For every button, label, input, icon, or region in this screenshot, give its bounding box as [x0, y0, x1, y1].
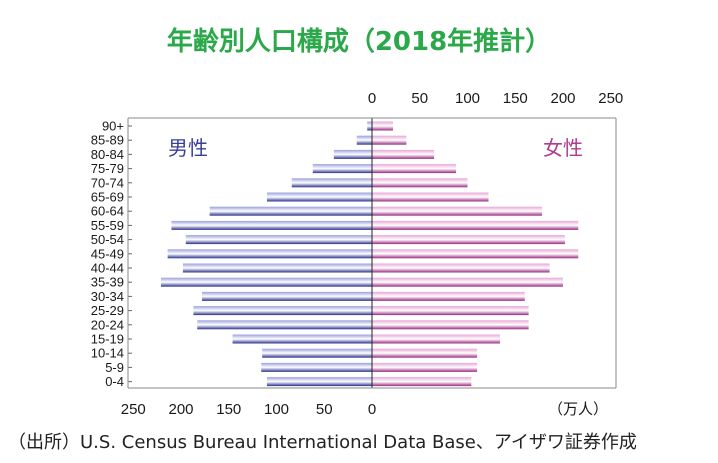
male-label: 男性 — [168, 136, 208, 160]
age-label-45-49: 45-49 — [91, 246, 124, 261]
female-tick-50: 50 — [411, 90, 428, 107]
female-tick-100: 100 — [455, 90, 480, 107]
age-label-75-79: 75-79 — [91, 161, 124, 176]
chart-title: 年齢別人口構成（2018年推計） — [167, 26, 551, 57]
male-tick-150: 150 — [216, 401, 241, 418]
age-label-55-59: 55-59 — [91, 218, 124, 233]
age-group-labels: 0-45-910-1415-1920-2425-2930-3435-3940-4… — [91, 119, 132, 389]
male-bar-70-74 — [291, 178, 372, 188]
pyramid-bars — [160, 118, 579, 388]
male-tick-50: 50 — [316, 401, 333, 418]
male-tick-0: 0 — [368, 401, 376, 418]
female-bar-5-9 — [372, 362, 478, 372]
female-bar-65-69 — [372, 192, 489, 202]
female-tick-250: 250 — [598, 90, 623, 107]
female-axis-ticks: 0 50 100 150 200 250 — [368, 90, 623, 107]
female-bar-0-4 — [372, 377, 472, 387]
male-bar-65-69 — [266, 192, 372, 202]
female-bar-40-44 — [372, 263, 550, 273]
male-bar-40-44 — [182, 263, 372, 273]
female-bar-50-54 — [372, 235, 565, 245]
age-label-90+: 90+ — [102, 119, 124, 134]
male-bar-20-24 — [197, 320, 372, 330]
male-bar-55-59 — [171, 220, 372, 230]
female-bar-30-34 — [372, 291, 525, 301]
male-bar-45-49 — [167, 249, 372, 259]
male-bar-80-84 — [333, 149, 372, 159]
male-bar-90+ — [367, 121, 372, 131]
female-bar-90+ — [372, 121, 394, 131]
age-label-10-14: 10-14 — [91, 346, 124, 361]
male-bar-75-79 — [312, 164, 372, 174]
age-label-40-44: 40-44 — [91, 261, 124, 276]
age-label-0-4: 0-4 — [105, 374, 124, 389]
unit-label: （万人） — [548, 401, 608, 418]
female-bar-15-19 — [372, 334, 500, 344]
female-bar-60-64 — [372, 206, 542, 216]
male-bar-30-34 — [202, 291, 372, 301]
male-bar-85-89 — [356, 135, 372, 145]
male-axis-ticks: 250 200 150 100 50 0 — [121, 401, 376, 418]
age-label-30-34: 30-34 — [91, 289, 124, 304]
age-label-85-89: 85-89 — [91, 133, 124, 148]
age-label-80-84: 80-84 — [91, 147, 124, 162]
female-tick-200: 200 — [550, 90, 575, 107]
age-label-60-64: 60-64 — [91, 204, 124, 219]
male-bar-35-39 — [160, 277, 372, 287]
female-bar-35-39 — [372, 277, 563, 287]
female-bar-75-79 — [372, 164, 457, 174]
female-bar-70-74 — [372, 178, 468, 188]
female-label: 女性 — [543, 136, 583, 160]
male-bar-25-29 — [193, 306, 372, 316]
age-label-5-9: 5-9 — [105, 360, 124, 375]
age-label-35-39: 35-39 — [91, 275, 124, 290]
female-tick-150: 150 — [503, 90, 528, 107]
female-bar-45-49 — [372, 249, 579, 259]
female-tick-0: 0 — [368, 90, 376, 107]
male-bar-60-64 — [209, 206, 372, 216]
age-label-15-19: 15-19 — [91, 332, 124, 347]
age-label-70-74: 70-74 — [91, 175, 124, 190]
age-label-25-29: 25-29 — [91, 303, 124, 318]
female-bar-85-89 — [372, 135, 407, 145]
age-label-50-54: 50-54 — [91, 232, 124, 247]
male-bar-15-19 — [232, 334, 372, 344]
age-label-65-69: 65-69 — [91, 190, 124, 205]
male-tick-250: 250 — [121, 401, 146, 418]
male-tick-200: 200 — [168, 401, 193, 418]
male-bar-50-54 — [185, 235, 372, 245]
male-tick-100: 100 — [264, 401, 289, 418]
male-bar-0-4 — [266, 377, 372, 387]
female-bar-25-29 — [372, 306, 529, 316]
female-bar-55-59 — [372, 220, 579, 230]
female-bar-10-14 — [372, 348, 478, 358]
age-label-20-24: 20-24 — [91, 317, 124, 332]
source-note: （出所）U.S. Census Bureau International Dat… — [8, 432, 637, 453]
female-bar-80-84 — [372, 149, 435, 159]
female-bar-20-24 — [372, 320, 529, 330]
male-bar-5-9 — [261, 362, 372, 372]
male-bar-10-14 — [262, 348, 372, 358]
